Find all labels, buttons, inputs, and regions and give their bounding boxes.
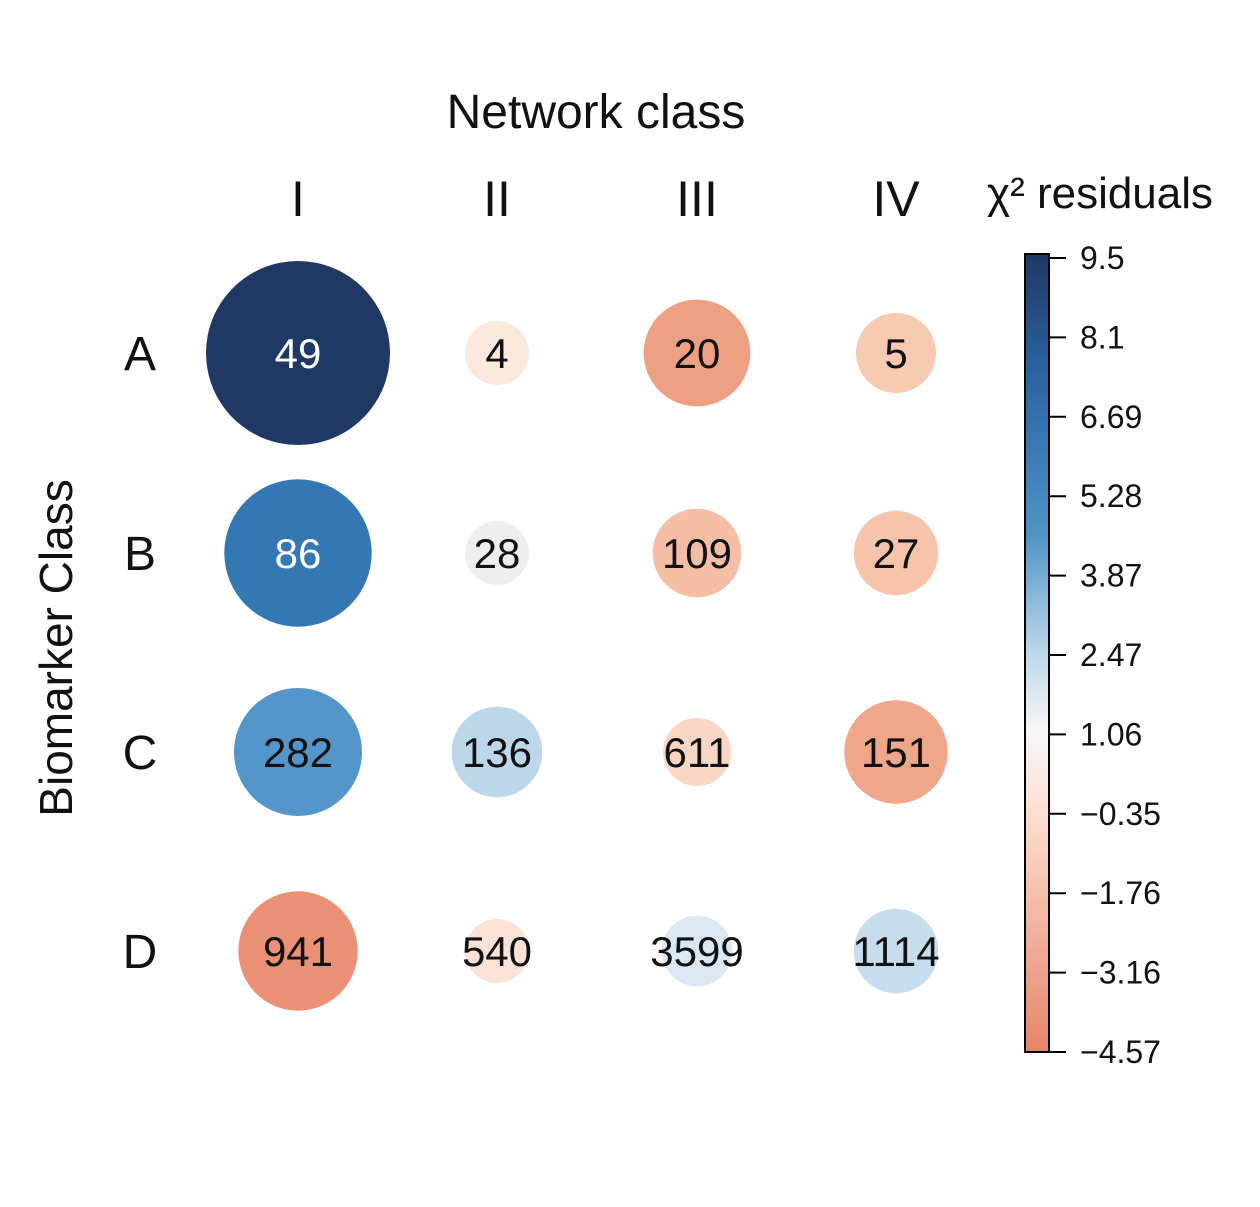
row-labels: A B C D — [123, 328, 158, 979]
bubble-count-label: 28 — [474, 530, 521, 577]
bubble — [643, 299, 751, 407]
colorbar-tick-label: 5.28 — [1080, 478, 1142, 514]
bubble-count-label: 1114 — [852, 928, 939, 975]
bubble — [206, 261, 390, 445]
colorbar-tick-label: 2.47 — [1080, 637, 1142, 673]
bubble-count-label: 611 — [664, 729, 731, 776]
bubble — [451, 706, 543, 798]
chart-title: Network class — [447, 86, 746, 139]
bubble — [853, 510, 939, 596]
colorbar-tick-label: 1.06 — [1080, 716, 1142, 752]
colorbar-tick-label: 9.5 — [1080, 240, 1124, 276]
bubble — [853, 908, 939, 994]
colorbar — [1024, 253, 1050, 1053]
bubble — [234, 688, 362, 816]
bubble-count-label: 109 — [662, 530, 732, 577]
bubble-count-label: 27 — [873, 530, 920, 577]
y-axis-label: Biomarker Class — [30, 479, 82, 816]
row-label: D — [123, 926, 158, 979]
bubble-count-label: 86 — [275, 530, 322, 577]
colorbar-title: χ² residuals — [987, 169, 1213, 218]
bubble — [465, 919, 529, 983]
colorbar-tick-label: 8.1 — [1080, 319, 1124, 355]
colorbar-tick-label: −0.35 — [1080, 796, 1161, 832]
column-label: III — [676, 171, 718, 227]
row-label: B — [124, 528, 156, 581]
bubble-count-label: 4 — [485, 330, 508, 377]
colorbar-ticks: 9.5 8.1 6.69 5.28 3.87 2.47 1.06 −0.35 −1.76 −3.1… — [1049, 240, 1161, 1070]
bubble-count-label: 540 — [462, 928, 532, 975]
bubble — [465, 321, 529, 385]
column-label: I — [291, 171, 305, 227]
bubble-count-label: 282 — [263, 729, 333, 776]
bubble-count-label: 20 — [674, 330, 721, 377]
bubble-count-label: 49 — [275, 330, 322, 377]
bubble — [856, 313, 936, 393]
bubble — [663, 718, 731, 786]
colorbar-tick-label: 3.87 — [1080, 558, 1142, 594]
bubble-count-label: 136 — [462, 729, 532, 776]
colorbar-tick-label: −4.57 — [1080, 1034, 1161, 1070]
row-label: C — [123, 727, 158, 780]
bubble-count-label: 3599 — [650, 928, 743, 975]
bubble-count-label: 5 — [884, 330, 907, 377]
column-label: IV — [872, 171, 920, 227]
bubble — [465, 521, 529, 585]
bubble-grid: 49 4 20 5 86 28 109 27 282 136 611 151 941 540 3599 111… — [206, 261, 948, 1011]
bubble — [238, 891, 358, 1011]
bubble — [652, 508, 742, 598]
bubble-count-label: 151 — [861, 729, 931, 776]
colorbar-tick-label: −3.16 — [1080, 955, 1161, 991]
column-labels: I II III IV — [291, 171, 920, 227]
colorbar-tick-label: 6.69 — [1080, 399, 1142, 435]
row-label: A — [124, 328, 156, 381]
bubble — [224, 479, 372, 627]
bubble — [844, 700, 948, 804]
bubble — [661, 915, 733, 987]
colorbar-tick-label: −1.76 — [1080, 875, 1161, 911]
column-label: II — [483, 171, 511, 227]
bubble-count-label: 941 — [263, 928, 333, 975]
